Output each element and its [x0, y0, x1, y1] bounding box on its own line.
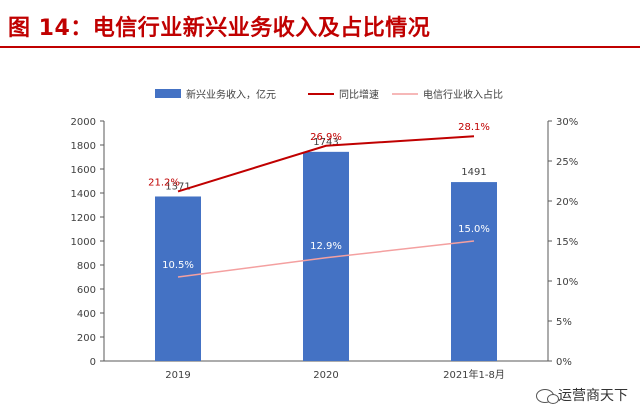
- title-bar: 图 14：电信行业新兴业务收入及占比情况: [0, 0, 640, 50]
- x-tick-label: 2019: [165, 370, 190, 381]
- y-left-tick-label: 600: [77, 285, 96, 296]
- y-right-tick-label: 30%: [556, 117, 578, 128]
- y-right-tick-label: 0%: [556, 357, 572, 368]
- growth-value-label: 26.9%: [310, 132, 342, 143]
- wechat-icon: [536, 389, 559, 404]
- bar: [155, 196, 201, 361]
- y-right-tick-label: 10%: [556, 277, 578, 288]
- legend-share-label: 电信行业收入占比: [423, 88, 503, 101]
- growth-value-label: 21.2%: [148, 177, 180, 188]
- bar-value-label: 1743: [313, 137, 338, 148]
- share-value-label: 10.5%: [162, 260, 194, 271]
- y-left-tick-label: 1800: [71, 141, 96, 152]
- legend-growth-label: 同比增速: [339, 88, 379, 101]
- y-left-tick-label: 1400: [71, 189, 96, 200]
- y-right-tick-label: 5%: [556, 317, 572, 328]
- y-left-tick-label: 2000: [71, 117, 96, 128]
- bar-value-label: 1371: [165, 181, 190, 192]
- share-value-label: 12.9%: [310, 241, 342, 252]
- y-left-tick-label: 1200: [71, 213, 96, 224]
- y-left-tick-label: 200: [77, 333, 96, 344]
- y-left-tick-label: 1000: [71, 237, 96, 248]
- legend-bar-swatch: [155, 89, 181, 98]
- share-value-label: 15.0%: [458, 224, 490, 235]
- bar-value-label: 1491: [461, 167, 486, 178]
- watermark: 运营商天下: [536, 385, 628, 405]
- x-tick-label: 2021年1-8月: [443, 368, 505, 381]
- title-divider: [0, 46, 640, 48]
- growth-line: [177, 135, 475, 193]
- y-left-tick-label: 1600: [71, 165, 96, 176]
- legend-bar-label: 新兴业务收入，亿元: [186, 88, 276, 101]
- watermark-text: 运营商天下: [558, 388, 628, 404]
- bar: [451, 182, 497, 361]
- x-tick-label: 2020: [313, 370, 338, 381]
- y-left-tick-label: 0: [90, 357, 96, 368]
- growth-value-label: 28.1%: [458, 122, 490, 133]
- y-right-tick-label: 20%: [556, 197, 578, 208]
- chart-title: 图 14：电信行业新兴业务收入及占比情况: [8, 16, 431, 41]
- y-left-tick-label: 800: [77, 261, 96, 272]
- y-right-tick-label: 15%: [556, 237, 578, 248]
- y-right-tick-label: 25%: [556, 157, 578, 168]
- share-line: [177, 240, 475, 278]
- y-left-tick-label: 400: [77, 309, 96, 320]
